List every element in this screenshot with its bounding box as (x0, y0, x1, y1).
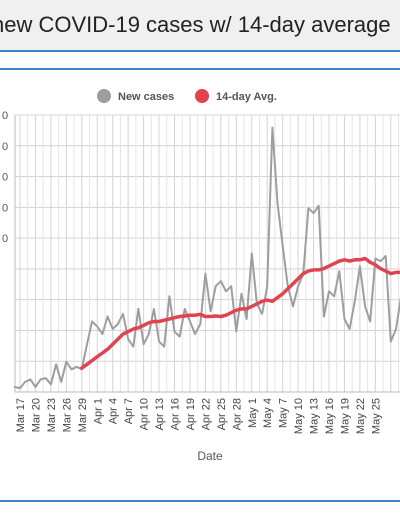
x-tick-label: May 22 (355, 398, 367, 434)
series-line-new-cases (13, 126, 400, 390)
x-tick-label: Apr 13 (154, 398, 166, 430)
x-axis-title: Date (197, 449, 223, 463)
x-tick-label: May 25 (370, 398, 382, 434)
x-tick-label: May 1 (247, 398, 259, 428)
title-bar: new COVID-19 cases w/ 14-day average (0, 0, 400, 52)
x-tick-label: May 19 (339, 398, 351, 434)
x-tick-label: Mar 20 (30, 398, 42, 432)
chart-card: 0 0 0 0 0 Mar 17 Mar 20 Mar 23 Mar 26 Mar 29 Apr 1… (0, 68, 400, 502)
y-tick-label: 0 (2, 202, 8, 214)
x-tick-label: May 16 (324, 398, 336, 434)
x-tick-label: Apr 28 (231, 398, 243, 430)
series-line-14-day-avg (80, 256, 400, 370)
x-tick-label: Apr 1 (92, 398, 104, 424)
x-tick-label: May 4 (262, 398, 274, 428)
legend-label: 14-day Avg. (216, 91, 277, 103)
y-tick-label: 0 (2, 141, 8, 153)
y-tick-label: 0 (2, 233, 8, 245)
legend-marker (97, 89, 111, 103)
x-tick-label: May 7 (278, 398, 290, 428)
x-tick-label: May 13 (309, 398, 321, 434)
y-tick-label: 0 (2, 172, 8, 184)
legend-label: New cases (118, 91, 174, 103)
legend-marker (195, 89, 209, 103)
x-tick-label: Mar 29 (77, 398, 89, 432)
y-tick-label: 0 (2, 110, 8, 122)
page-title: new COVID-19 cases w/ 14-day average (0, 12, 391, 37)
x-tick-label: Apr 7 (123, 398, 135, 424)
x-tick-label: Apr 10 (139, 398, 151, 430)
x-tick-label: Apr 19 (185, 398, 197, 430)
x-tick-label: Mar 17 (15, 398, 27, 432)
x-tick-label: Apr 22 (200, 398, 212, 430)
x-tick-label: Mar 26 (61, 398, 73, 432)
x-tick-label: May 10 (293, 398, 305, 434)
x-tick-label: Mar 23 (46, 398, 58, 432)
x-tick-label: Apr 16 (170, 398, 182, 430)
x-tick-label: Apr 25 (216, 398, 228, 430)
x-tick-label: Apr 4 (108, 398, 120, 424)
